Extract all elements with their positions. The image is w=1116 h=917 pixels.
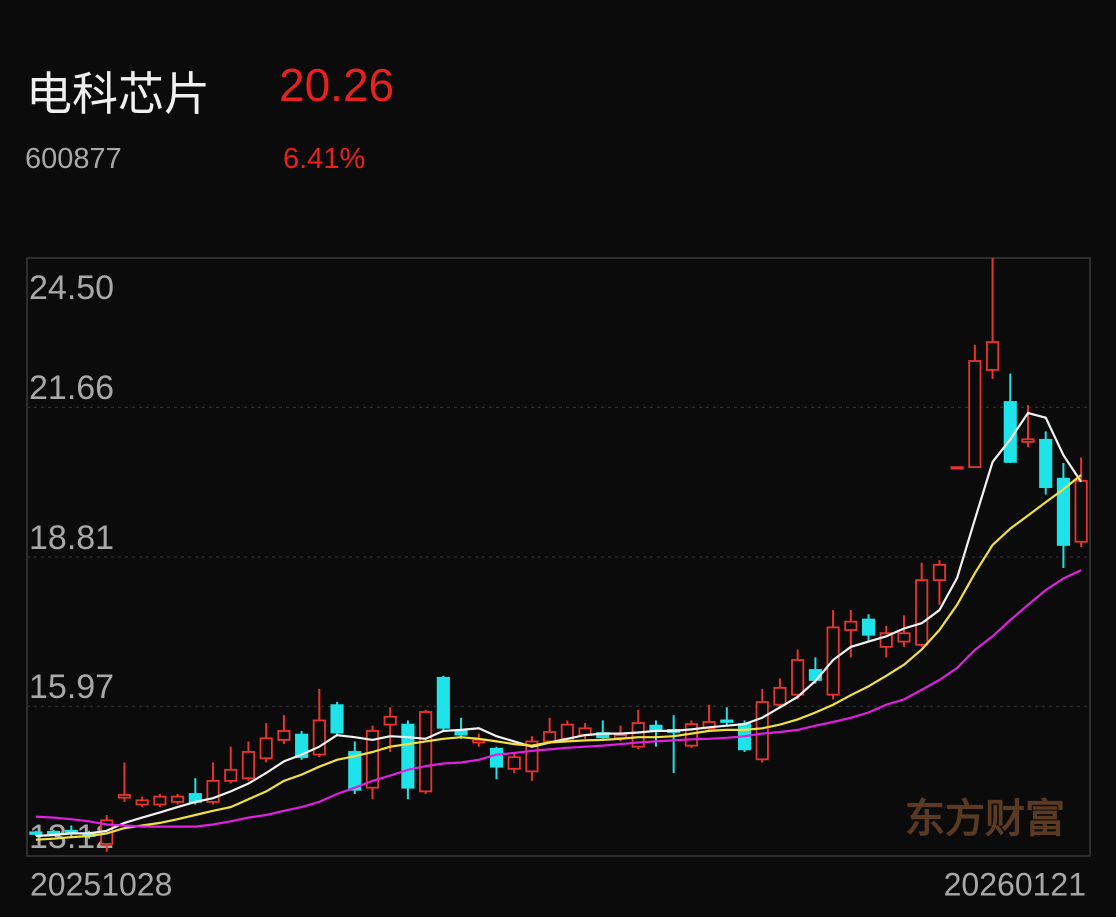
candle-body — [755, 701, 769, 761]
stock-name: 电科芯片 — [26, 67, 210, 121]
y-tick-label: 24.50 — [29, 269, 114, 307]
candle-body — [295, 733, 309, 759]
candle-body — [277, 730, 291, 741]
candle-body — [383, 715, 397, 726]
candle-body — [985, 341, 1000, 371]
candle-body — [171, 795, 185, 803]
candle-body — [365, 730, 380, 789]
candle-body — [1021, 438, 1035, 443]
candle-body — [47, 830, 61, 835]
candle-body — [525, 740, 539, 773]
moving-average-line — [35, 569, 1082, 828]
candle-body — [720, 719, 734, 723]
candle-body — [454, 730, 468, 736]
candle-body — [968, 360, 982, 469]
candle-body — [1056, 477, 1070, 546]
y-tick-label: 15.97 — [29, 668, 114, 706]
candle-body — [206, 779, 220, 803]
moving-average-line — [35, 474, 1082, 841]
candle-body — [543, 731, 557, 743]
candle-body — [224, 768, 238, 782]
candle-body — [312, 719, 326, 756]
candle-body — [436, 676, 450, 729]
candle-body — [241, 751, 256, 780]
candle-body — [631, 722, 645, 748]
x-tick-label: 20260121 — [944, 866, 1086, 902]
candle-body — [932, 563, 946, 582]
stock-price: 20.26 — [279, 59, 395, 111]
stock-code: 600877 — [25, 143, 122, 175]
candle-body — [791, 659, 805, 696]
candle-body — [401, 723, 415, 789]
candle-body — [844, 620, 858, 631]
candle-body — [861, 618, 876, 636]
candle-body — [773, 686, 787, 706]
candle-body — [135, 799, 149, 806]
candle-body — [507, 756, 521, 770]
candle-body — [117, 794, 132, 799]
candle-body — [153, 795, 167, 806]
candle-body — [330, 704, 344, 734]
candle-body — [489, 747, 504, 768]
stock-change: 6.41% — [283, 143, 366, 175]
watermark: 东方财富 — [905, 795, 1065, 842]
candle-body — [348, 751, 362, 791]
x-tick-label: 20251028 — [30, 866, 172, 902]
candle-body — [1039, 438, 1053, 489]
candle-body — [1074, 479, 1088, 543]
y-tick-label: 21.66 — [29, 369, 114, 407]
candle-body — [419, 711, 433, 793]
candle-body — [259, 737, 273, 760]
candle-body — [29, 831, 43, 835]
candle-body — [950, 466, 964, 470]
candle-body — [560, 723, 574, 740]
y-tick-label: 18.81 — [29, 519, 114, 557]
candle-body — [897, 632, 911, 643]
candle-body — [879, 632, 893, 648]
candle-body — [915, 579, 929, 646]
moving-average-line — [35, 411, 1083, 838]
